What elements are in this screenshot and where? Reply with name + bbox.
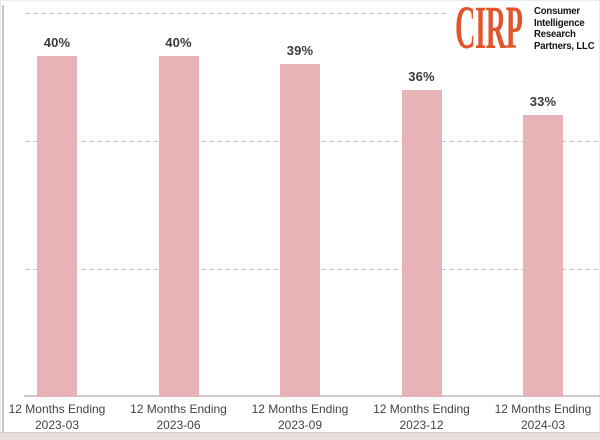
x-label-line1: 12 Months Ending xyxy=(251,402,349,416)
x-label-line2: 2024-03 xyxy=(520,418,566,432)
x-axis-category-label: 12 Months Ending 2023-03 xyxy=(0,401,123,433)
x-axis-category-label: 12 Months Ending 2023-12 xyxy=(356,401,488,433)
x-label-line2: 2023-12 xyxy=(399,418,444,432)
x-label-line2: 2023-09 xyxy=(277,418,323,432)
x-label-line1: 12 Months Ending xyxy=(8,402,106,416)
cirp-logo-wordmark: CIRP xyxy=(455,0,527,62)
cirp-logo: CIRP Consumer Intelligence Research Part… xyxy=(447,0,598,62)
bar-value-label: 39% xyxy=(286,43,314,58)
bar-value-label: 40% xyxy=(43,35,71,50)
x-label-line1: 12 Months Ending xyxy=(373,402,470,416)
gridline-45 xyxy=(25,13,600,14)
x-label-line2: 2023-06 xyxy=(156,418,201,432)
bar xyxy=(158,56,199,397)
bar-value-label: 36% xyxy=(408,69,435,84)
bar xyxy=(37,56,77,397)
x-axis-category-label: 12 Months Ending 2024-03 xyxy=(477,401,600,433)
bar-value-label: 40% xyxy=(165,35,192,50)
logo-subtitle-line: Consumer xyxy=(534,6,580,17)
brand-text: CIRP xyxy=(455,0,523,62)
x-label-line1: 12 Months Ending xyxy=(130,402,227,416)
logo-subtitle-line: Intelligence xyxy=(534,17,585,29)
y-axis-line xyxy=(2,5,4,433)
x-axis-category-label: 12 Months Ending 2023-06 xyxy=(113,401,245,433)
cirp-logo-subtitle: Consumer Intelligence Research Partners,… xyxy=(534,6,595,52)
logo-subtitle-line: Research xyxy=(534,29,576,41)
bar xyxy=(280,64,320,397)
bar-value-label: 33% xyxy=(529,94,557,109)
bar xyxy=(401,90,442,397)
x-axis-category-label: 12 Months Ending 2023-09 xyxy=(234,401,366,433)
x-label-line1: 12 Months Ending xyxy=(494,402,592,416)
logo-subtitle-line: Partners, LLC xyxy=(534,40,595,52)
bar xyxy=(523,115,563,397)
x-label-line2: 2023-03 xyxy=(34,418,80,432)
bottom-cropped-strip xyxy=(0,432,600,440)
